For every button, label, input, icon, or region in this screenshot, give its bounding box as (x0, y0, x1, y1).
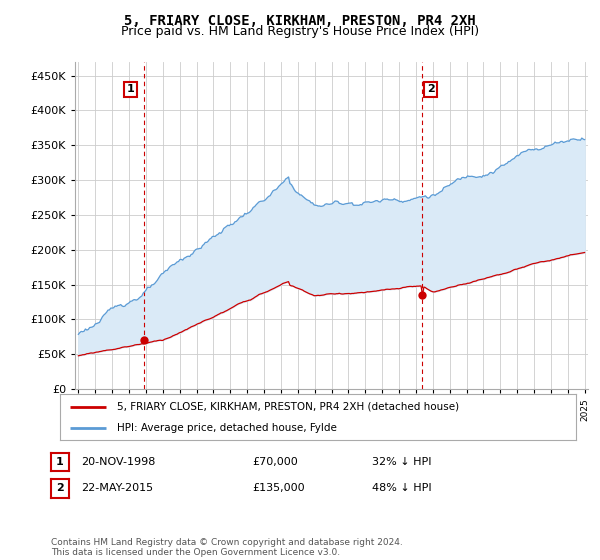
Text: 1: 1 (127, 85, 134, 95)
Text: 2: 2 (56, 483, 64, 493)
Text: 20-NOV-1998: 20-NOV-1998 (81, 457, 155, 467)
Text: 22-MAY-2015: 22-MAY-2015 (81, 483, 153, 493)
Text: 2: 2 (427, 85, 434, 95)
Text: Contains HM Land Registry data © Crown copyright and database right 2024.
This d: Contains HM Land Registry data © Crown c… (51, 538, 403, 557)
Text: 48% ↓ HPI: 48% ↓ HPI (372, 483, 431, 493)
Text: 5, FRIARY CLOSE, KIRKHAM, PRESTON, PR4 2XH (detached house): 5, FRIARY CLOSE, KIRKHAM, PRESTON, PR4 2… (117, 402, 459, 412)
Text: 1: 1 (56, 457, 64, 467)
Text: Price paid vs. HM Land Registry's House Price Index (HPI): Price paid vs. HM Land Registry's House … (121, 25, 479, 38)
Text: 5, FRIARY CLOSE, KIRKHAM, PRESTON, PR4 2XH: 5, FRIARY CLOSE, KIRKHAM, PRESTON, PR4 2… (124, 14, 476, 28)
Text: 32% ↓ HPI: 32% ↓ HPI (372, 457, 431, 467)
Text: £70,000: £70,000 (252, 457, 298, 467)
Text: HPI: Average price, detached house, Fylde: HPI: Average price, detached house, Fyld… (117, 423, 337, 433)
Text: £135,000: £135,000 (252, 483, 305, 493)
